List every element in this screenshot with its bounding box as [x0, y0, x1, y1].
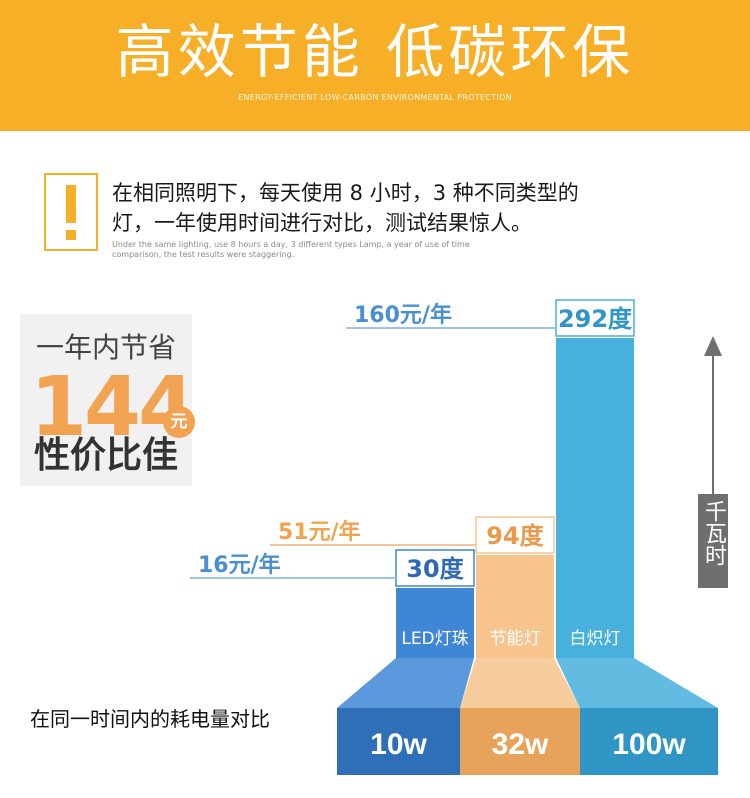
page-subtitle: ENERGY-EFFICIENT LOW-CARBON ENVIRONMENTA… [238, 93, 512, 102]
cost-label-0: 16元/年 [198, 552, 281, 578]
category-label-2: 白炽灯 [570, 629, 621, 649]
value-label-1: 94度 [486, 522, 544, 550]
savings-amount: 144 [30, 360, 195, 455]
value-label-2: 292度 [558, 305, 633, 333]
category-label-0: LED灯珠 [401, 629, 468, 649]
power-label-0: 10w [370, 728, 427, 761]
bar-0 [396, 588, 474, 658]
intro-text: 在相同照明下，每天使用 8 小时，3 种不同类型的 灯，一年使用时间进行对比，测… [112, 178, 712, 238]
intro-english-line-2: comparison, the test results were stagge… [112, 250, 295, 259]
intro-line-1: 在相同照明下，每天使用 8 小时，3 种不同类型的 [112, 181, 579, 205]
intro-english-line-1: Under the same lighting, use 8 hours a d… [112, 240, 470, 249]
savings-bottom-label: 性价比佳 [33, 435, 178, 476]
platform-top-0 [337, 658, 474, 708]
header-banner: 高效节能 低碳环保 ENERGY-EFFICIENT LOW-CARBON EN… [0, 0, 750, 131]
value-label-box-0 [395, 549, 475, 587]
value-label-box-1 [475, 516, 555, 554]
savings-unit-badge: 元 [163, 406, 195, 438]
intro-english: Under the same lighting, use 8 hours a d… [112, 240, 492, 260]
power-label-2: 100w [612, 728, 686, 761]
value-label-box-2 [555, 299, 635, 337]
axis-unit-text: 千瓦时 [701, 500, 726, 566]
platform-front-0 [337, 708, 460, 775]
power-label-1: 32w [492, 728, 549, 761]
warning-icon-bar [66, 185, 76, 223]
category-label-1: 节能灯 [490, 629, 541, 649]
savings-top-label: 一年内节省 [35, 331, 176, 364]
warning-icon [44, 173, 98, 251]
platform-top-1 [460, 658, 580, 708]
value-label-0: 30度 [406, 555, 464, 583]
cost-label-1: 51元/年 [278, 519, 361, 545]
axis-line [712, 340, 714, 494]
platform-front-2 [580, 708, 718, 775]
cost-label-2: 160元/年 [354, 302, 452, 328]
intro-line-2: 灯，一年使用时间进行对比，测试结果惊人。 [112, 211, 532, 235]
platform-top-2 [556, 658, 718, 708]
savings-card: 一年内节省 144 元 性价比佳 [20, 314, 195, 486]
warning-icon-dot [66, 230, 76, 240]
platform-front-1 [460, 708, 580, 775]
axis-unit-label: 千瓦时 [698, 494, 728, 588]
bar-1 [476, 554, 554, 658]
comparison-caption: 在同一时间内的耗电量对比 [30, 707, 270, 731]
page-title: 高效节能 低碳环保 [115, 18, 635, 86]
bar-2 [556, 338, 634, 658]
